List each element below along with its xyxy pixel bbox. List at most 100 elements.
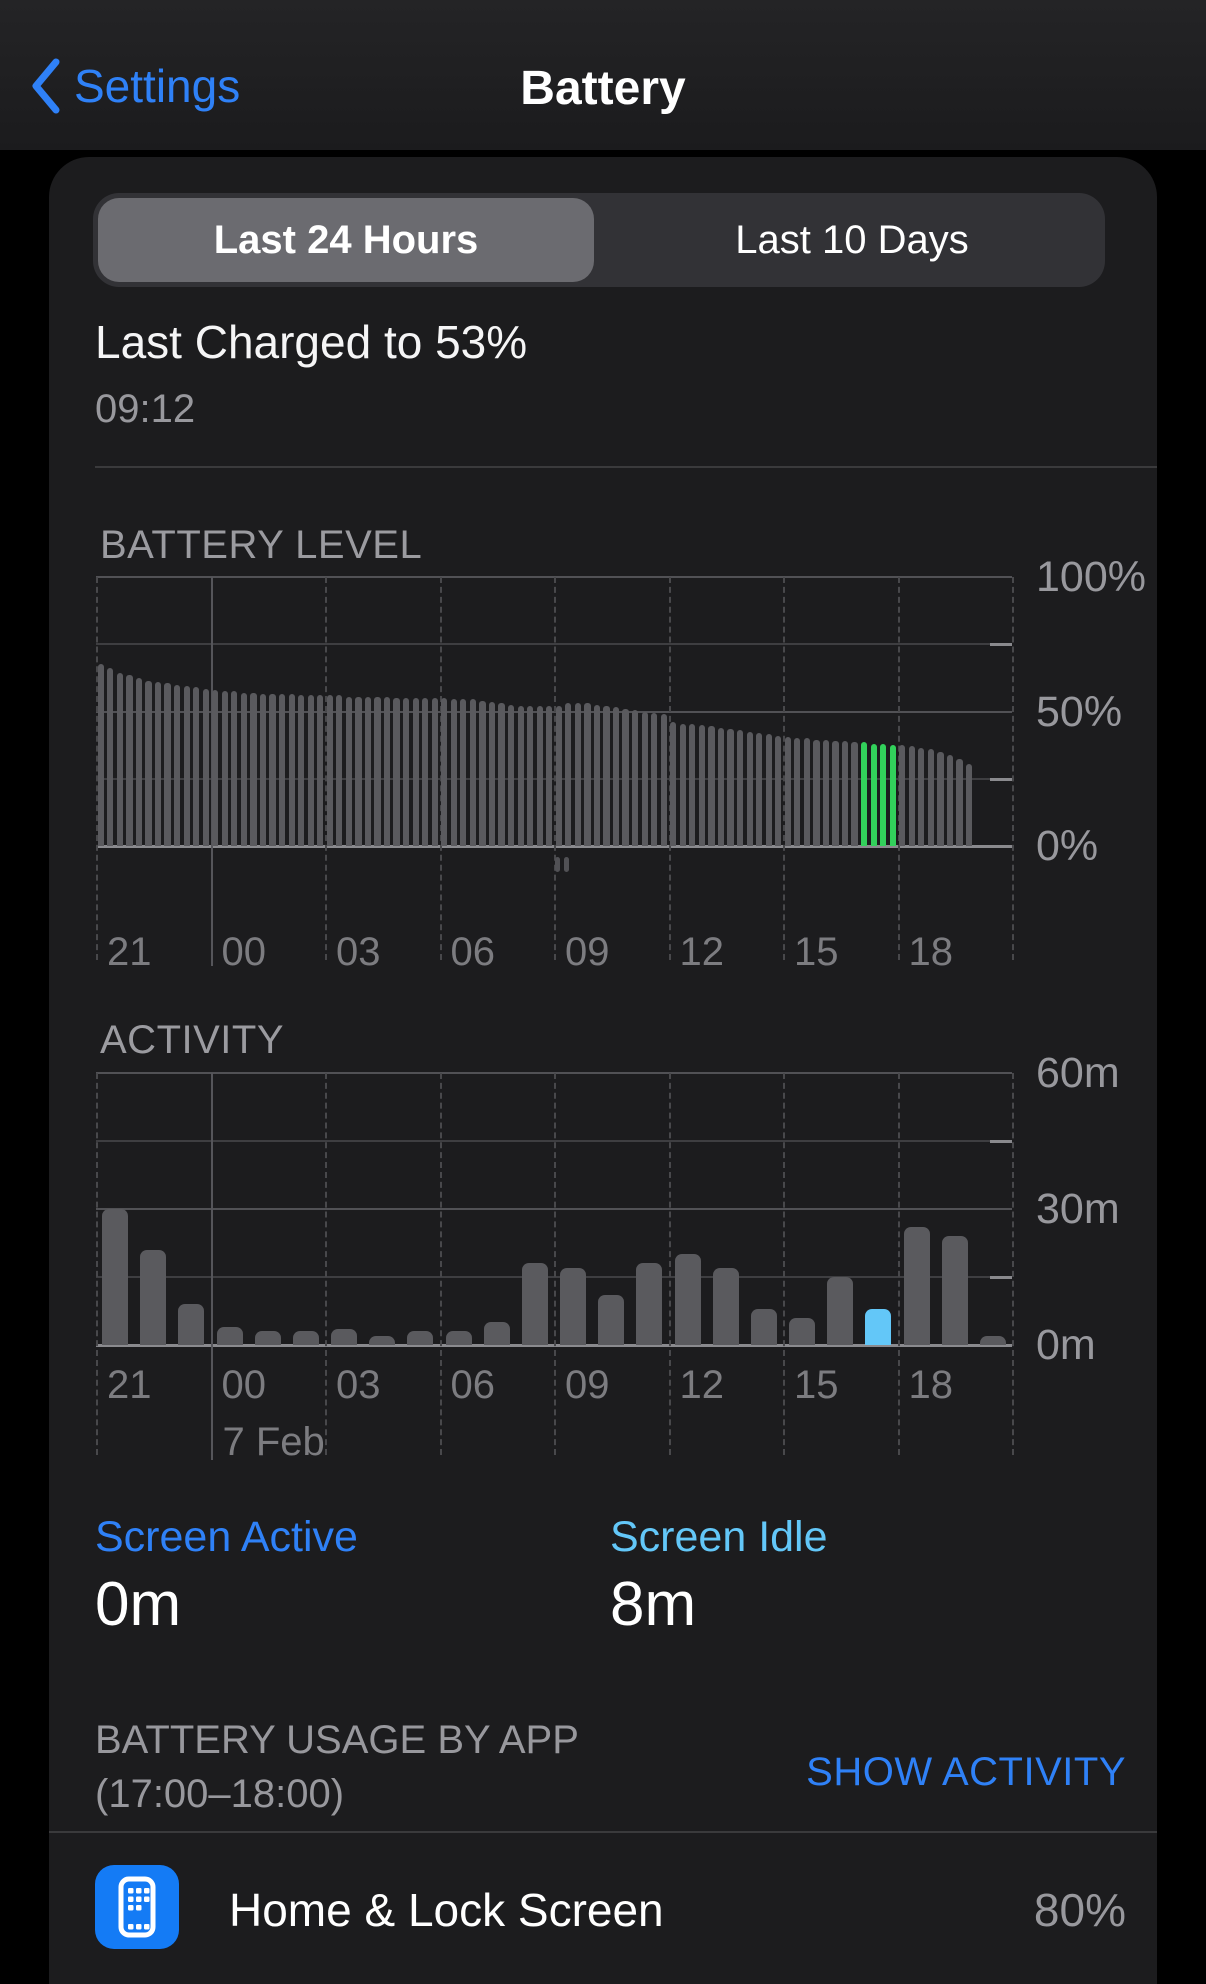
battery-bar[interactable] bbox=[918, 747, 925, 846]
battery-bar[interactable] bbox=[174, 684, 181, 846]
battery-bar[interactable] bbox=[717, 727, 725, 846]
battery-bar[interactable] bbox=[412, 698, 419, 846]
activity-bar[interactable] bbox=[598, 1295, 625, 1345]
battery-bar[interactable] bbox=[965, 763, 973, 846]
battery-bar[interactable] bbox=[135, 677, 143, 846]
battery-bar[interactable] bbox=[278, 694, 286, 846]
battery-bar[interactable] bbox=[469, 699, 476, 846]
battery-bar[interactable] bbox=[574, 703, 581, 846]
screen-idle-label[interactable]: Screen Idle bbox=[610, 1513, 828, 1561]
battery-bar[interactable] bbox=[775, 735, 782, 846]
battery-bar[interactable] bbox=[317, 695, 324, 846]
battery-bar[interactable] bbox=[374, 696, 381, 846]
battery-bar[interactable] bbox=[698, 724, 705, 846]
battery-bar[interactable] bbox=[403, 698, 410, 846]
battery-bar[interactable] bbox=[565, 703, 572, 846]
activity-bar[interactable] bbox=[941, 1236, 968, 1345]
activity-bar[interactable] bbox=[407, 1331, 434, 1345]
activity-bar[interactable] bbox=[445, 1331, 472, 1345]
activity-bar[interactable] bbox=[979, 1335, 1006, 1345]
battery-bar[interactable] bbox=[202, 688, 209, 846]
battery-bar[interactable] bbox=[345, 696, 352, 846]
battery-bar[interactable] bbox=[164, 683, 171, 846]
battery-bar[interactable] bbox=[756, 733, 763, 846]
battery-bar[interactable] bbox=[231, 691, 238, 846]
activity-bar[interactable] bbox=[560, 1267, 586, 1345]
tab-last-10-days[interactable]: Last 10 Days bbox=[604, 198, 1100, 282]
battery-bar[interactable] bbox=[622, 708, 629, 846]
activity-chart[interactable]: 21 00 03 06 09 12 15 18 60m 30m 0m 7 Feb bbox=[96, 1049, 1120, 1464]
battery-bar[interactable] bbox=[536, 706, 543, 846]
battery-bar[interactable] bbox=[584, 703, 591, 846]
battery-bar[interactable] bbox=[107, 668, 114, 846]
battery-bar[interactable] bbox=[851, 742, 858, 846]
battery-bar[interactable] bbox=[727, 729, 734, 846]
battery-bar[interactable] bbox=[870, 743, 877, 846]
activity-bar[interactable] bbox=[750, 1308, 777, 1345]
battery-bar[interactable] bbox=[736, 730, 744, 846]
battery-bar[interactable] bbox=[517, 706, 524, 846]
battery-bar[interactable] bbox=[546, 706, 553, 846]
battery-bar[interactable] bbox=[832, 741, 839, 846]
battery-bar[interactable] bbox=[393, 698, 400, 846]
battery-bar[interactable] bbox=[670, 722, 677, 846]
battery-bar[interactable] bbox=[126, 675, 133, 846]
battery-bar[interactable] bbox=[488, 702, 496, 846]
show-activity-button[interactable]: SHOW ACTIVITY bbox=[806, 1750, 1126, 1794]
battery-bar[interactable] bbox=[221, 691, 228, 846]
battery-bar[interactable] bbox=[841, 741, 849, 846]
battery-bar[interactable] bbox=[212, 689, 219, 846]
battery-bar[interactable] bbox=[307, 695, 314, 846]
battery-bar[interactable] bbox=[794, 738, 801, 846]
tab-last-24-hours[interactable]: Last 24 Hours bbox=[98, 198, 594, 282]
battery-bar[interactable] bbox=[803, 738, 810, 846]
activity-bar[interactable] bbox=[674, 1254, 701, 1345]
battery-bar[interactable] bbox=[383, 696, 391, 846]
activity-bar[interactable] bbox=[102, 1209, 128, 1345]
battery-bar[interactable] bbox=[679, 723, 686, 846]
back-button-label[interactable]: Settings bbox=[74, 60, 241, 112]
battery-bar[interactable] bbox=[479, 700, 486, 846]
app-usage-row[interactable]: Home & Lock Screen 80% bbox=[49, 1833, 1157, 1984]
battery-bar[interactable] bbox=[422, 698, 429, 846]
activity-bar[interactable] bbox=[254, 1331, 281, 1345]
battery-bar[interactable] bbox=[269, 694, 276, 846]
battery-bar[interactable] bbox=[927, 749, 934, 846]
battery-bar[interactable] bbox=[154, 681, 162, 846]
activity-bar[interactable] bbox=[140, 1249, 167, 1345]
battery-bar[interactable] bbox=[250, 692, 257, 846]
battery-bar[interactable] bbox=[193, 687, 200, 846]
battery-bar[interactable] bbox=[288, 694, 295, 846]
battery-bar[interactable] bbox=[746, 731, 753, 846]
battery-bar[interactable] bbox=[507, 704, 515, 846]
battery-bar[interactable] bbox=[660, 714, 667, 846]
battery-bar[interactable] bbox=[889, 745, 896, 846]
battery-bar[interactable] bbox=[145, 680, 152, 846]
battery-bar[interactable] bbox=[822, 739, 830, 846]
activity-bar[interactable] bbox=[903, 1227, 930, 1345]
battery-bar[interactable] bbox=[956, 758, 963, 846]
battery-bar[interactable] bbox=[460, 699, 467, 846]
activity-bar[interactable] bbox=[331, 1329, 357, 1345]
battery-bar[interactable] bbox=[298, 695, 305, 846]
battery-bar[interactable] bbox=[441, 698, 448, 846]
activity-bar[interactable] bbox=[827, 1277, 854, 1345]
battery-bar[interactable] bbox=[861, 742, 868, 846]
activity-bar[interactable] bbox=[369, 1335, 396, 1345]
battery-bar[interactable] bbox=[593, 704, 601, 846]
activity-bar[interactable] bbox=[712, 1267, 739, 1345]
activity-bar[interactable] bbox=[636, 1263, 663, 1345]
activity-bar[interactable] bbox=[521, 1263, 548, 1345]
battery-bar[interactable] bbox=[527, 706, 534, 846]
battery-bar[interactable] bbox=[632, 710, 639, 846]
battery-bar[interactable] bbox=[880, 743, 887, 846]
battery-bar[interactable] bbox=[908, 746, 915, 846]
battery-bar[interactable] bbox=[612, 707, 620, 846]
battery-bar[interactable] bbox=[498, 703, 505, 846]
battery-bar[interactable] bbox=[708, 726, 715, 846]
activity-bar[interactable] bbox=[216, 1326, 243, 1345]
battery-bar[interactable] bbox=[603, 706, 610, 846]
activity-bar[interactable] bbox=[178, 1304, 205, 1345]
activity-bar[interactable] bbox=[789, 1317, 815, 1345]
battery-bar[interactable] bbox=[259, 694, 267, 846]
